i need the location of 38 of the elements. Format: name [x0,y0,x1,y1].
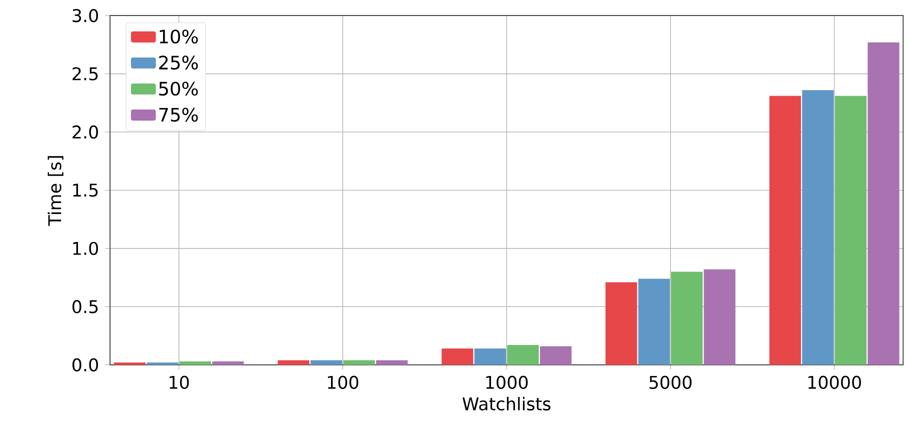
x-tick-label: 5000 [650,376,692,389]
x-tick-label: 10000 [808,376,861,389]
bar [507,344,539,365]
bar [442,348,474,365]
legend-label: 25% [159,55,198,70]
y-tick-label: 0.0 [72,358,98,372]
y-tick-label: 1.5 [73,184,98,197]
bar [179,361,212,365]
bar [769,96,801,365]
y-tick-label: 2.5 [72,67,98,80]
y-tick-label: 1.0 [73,242,98,255]
x-tick-label: 100 [328,376,358,389]
bar [310,360,342,365]
bar [146,362,178,365]
bar [212,361,244,365]
bar [638,278,670,365]
bar [114,362,146,365]
x-tick-label: 10 [170,376,189,389]
bar [606,282,638,365]
bar [704,269,736,365]
legend-label: 50% [159,82,198,96]
y-tick-label: 0.5 [72,300,98,314]
bar [671,272,703,365]
y-tick-label: 2.0 [72,125,98,138]
x-tick-label: 1000 [486,376,528,389]
y-tick-label: 3.0 [72,8,98,22]
bar [802,90,834,365]
legend-label: 75% [159,108,198,122]
legend-label: 10% [160,29,198,44]
bar [343,360,375,365]
y-axis-title: Time [s] [48,156,64,226]
bar [834,96,867,365]
bar [540,346,572,365]
bar [278,360,310,365]
x-axis-title: Watchlists [462,396,550,410]
bar [474,348,506,365]
bar [868,42,900,365]
bar [376,360,408,365]
